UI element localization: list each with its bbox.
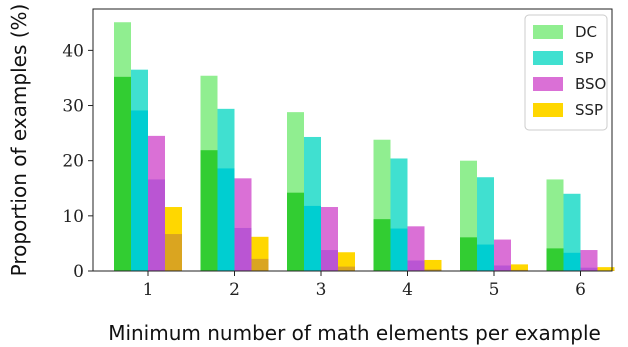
y-tick-label: 20 [62,152,84,172]
bar-sp-subset [304,205,321,271]
legend-swatch-ssp [533,103,563,117]
legend-label-dc: DC [575,23,597,41]
bar-bso-total [494,239,511,271]
bar-bso-subset [321,250,338,271]
bar-bso-subset [494,265,511,271]
bar-dc-subset [287,192,304,271]
bar-sp-subset [477,244,494,271]
bar-ssp-total [597,267,615,271]
x-tick-label: 2 [229,280,240,300]
y-axis-ticks: 0 10 20 30 40 [62,41,93,282]
bar-ssp-subset [338,266,355,271]
y-axis-label: Proportion of examples (%) [7,4,31,277]
bar-ssp-total [424,259,442,271]
x-tick-label: 6 [575,280,586,300]
legend-swatch-dc [533,25,563,39]
bar-bso-subset [148,179,165,271]
bar-dc-total [546,179,564,271]
bar-bso-total [580,250,598,271]
plot-frame [92,8,613,272]
x-tick-label: 1 [143,280,154,300]
bar-bso-subset [407,260,425,271]
x-tick-label: 3 [316,280,327,300]
bar-bso-subset [234,227,252,271]
bar-sp-subset [563,252,581,271]
legend-label-ssp: SSP [575,101,603,119]
legend-swatch-sp [533,51,563,65]
x-tick-label: 5 [489,280,500,300]
bar-ssp-subset [165,234,182,271]
legend-label-sp: SP [575,49,594,67]
bar-bso-subset [580,267,598,271]
x-axis-label: Minimum number of math elements per exam… [108,321,601,345]
x-axis-ticks: 1 2 3 4 5 6 [143,271,586,300]
bar-dc-subset [373,219,391,271]
legend-label-bso: BSO [575,75,606,93]
y-tick-label: 30 [62,97,84,117]
y-tick-label: 10 [62,207,84,227]
bar-sp-subset [131,110,148,271]
bar-ssp-subset [511,269,528,271]
x-tick-label: 4 [402,280,413,300]
bars-group [114,22,615,272]
y-tick-label: 0 [73,262,84,282]
bar-ssp-subset [251,258,269,271]
bar-dc-subset [114,76,131,271]
bar-ssp-total [511,264,528,271]
bar-dc-subset [546,248,564,271]
bar-sp-subset [217,168,235,271]
bar-dc-subset [200,150,218,271]
bar-bso-total [407,226,425,271]
bar-ssp-total [338,252,355,271]
legend-box [524,14,608,131]
bar-sp-subset [390,228,408,271]
y-tick-label: 40 [62,41,84,61]
bar-ssp-subset [424,269,442,271]
legend: DC SP BSO SSP [524,14,608,131]
legend-swatch-bso [533,77,563,91]
bar-dc-subset [460,237,477,271]
bar-sp-total [563,193,581,271]
